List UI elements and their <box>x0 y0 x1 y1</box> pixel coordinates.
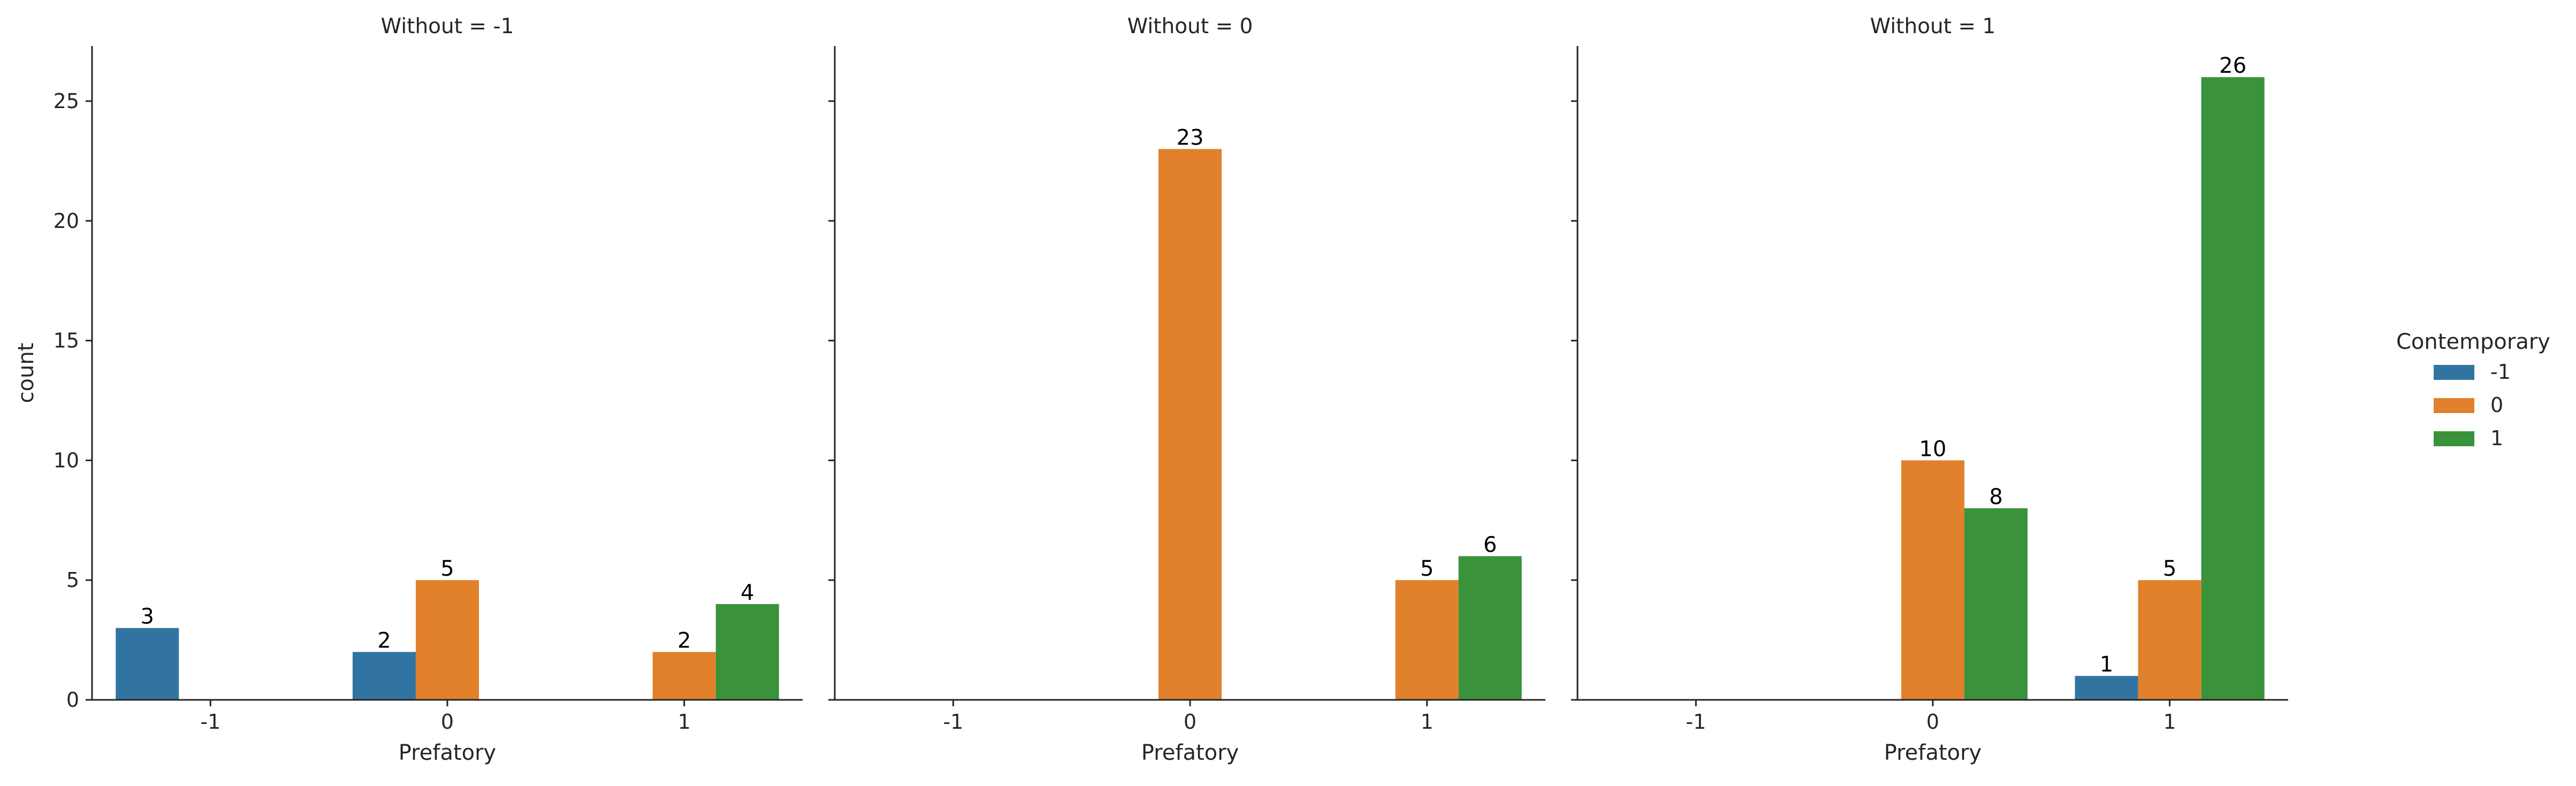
data-label: 6 <box>1483 532 1497 557</box>
y-axis-label: count <box>14 343 39 403</box>
facet-panel: Without = 1 1 10 5 8 26 -1 0 1 Prefatory <box>1571 14 2288 765</box>
x-tick-label: 1 <box>1421 710 1434 734</box>
data-label: 5 <box>440 556 454 581</box>
bar <box>415 580 479 700</box>
facet-title: Without = 0 <box>1127 14 1253 39</box>
facet-panel: Without = 0 23 5 6 -1 0 1 Prefatory <box>828 14 1545 765</box>
data-label: 2 <box>677 628 691 653</box>
data-label: 1 <box>2100 652 2113 677</box>
bar <box>715 604 779 700</box>
data-label: 23 <box>1177 125 1204 150</box>
bar <box>1395 580 1459 700</box>
x-tick-label: -1 <box>1686 710 1706 734</box>
x-tick-label: -1 <box>200 710 220 734</box>
x-tick-label: -1 <box>943 710 963 734</box>
bar <box>2075 676 2138 700</box>
x-tick-label: 0 <box>441 710 454 734</box>
data-label: 26 <box>2219 54 2246 78</box>
bar <box>352 652 416 700</box>
bar <box>1964 508 2028 700</box>
x-axis-label: Prefatory <box>1884 741 1981 765</box>
y-tick-label: 5 <box>66 568 79 592</box>
x-axis-label: Prefatory <box>399 741 496 765</box>
legend-label: 1 <box>2490 426 2503 450</box>
y-tick-label: 15 <box>54 329 79 353</box>
legend-label: -1 <box>2490 360 2511 384</box>
x-axis-label: Prefatory <box>1141 741 1239 765</box>
bar <box>652 652 716 700</box>
legend-swatch <box>2434 431 2474 446</box>
y-tick-label: 20 <box>54 209 79 233</box>
data-label: 4 <box>741 581 754 605</box>
x-tick-label: 0 <box>1184 710 1196 734</box>
bar <box>1901 460 1965 700</box>
legend-label: 0 <box>2490 393 2503 417</box>
facet-title: Without = -1 <box>381 14 514 39</box>
legend-title: Contemporary <box>2396 330 2550 354</box>
y-tick-label: 25 <box>54 89 79 113</box>
data-label: 5 <box>1420 556 1434 581</box>
facet-title: Without = 1 <box>1870 14 1996 39</box>
data-label: 8 <box>1989 485 2002 509</box>
bar <box>1158 149 1222 700</box>
x-tick-label: 1 <box>2163 710 2176 734</box>
y-tick-label: 10 <box>54 448 79 472</box>
bar <box>116 628 179 700</box>
x-tick-label: 0 <box>1926 710 1939 734</box>
y-tick-label: 0 <box>66 688 79 712</box>
legend-swatch <box>2434 398 2474 413</box>
bar <box>2138 580 2201 700</box>
legend-swatch <box>2434 365 2474 380</box>
data-label: 5 <box>2163 556 2176 581</box>
data-label: 10 <box>1919 437 1947 461</box>
data-label: 3 <box>141 605 154 629</box>
bar <box>2201 77 2265 700</box>
bar <box>1458 556 1522 700</box>
legend: Contemporary -1 0 1 <box>2396 330 2550 450</box>
data-label: 2 <box>377 628 391 653</box>
x-tick-label: 1 <box>678 710 691 734</box>
